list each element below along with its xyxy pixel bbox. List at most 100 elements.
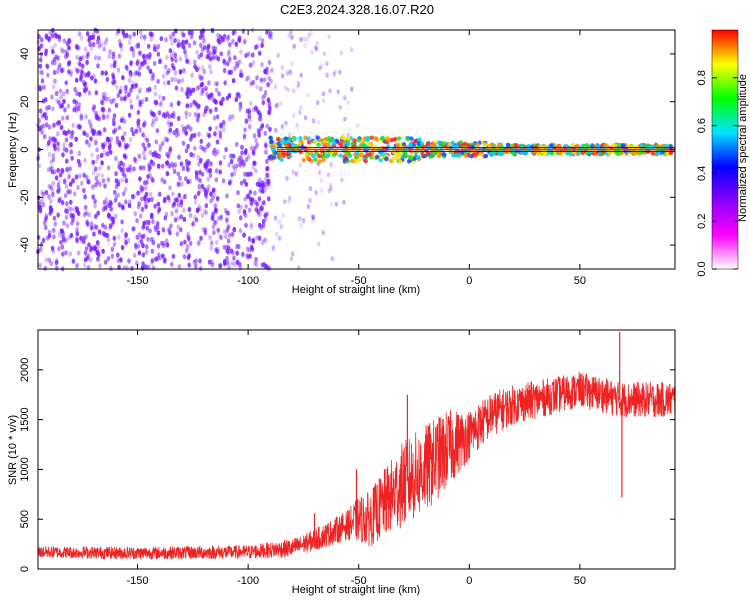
spectrogram-cell [88, 257, 93, 263]
spectrogram-cell [193, 194, 198, 200]
spectrogram-cell [47, 257, 52, 263]
spectrogram-cell [91, 159, 95, 165]
spectrogram-cell [169, 36, 173, 42]
spectrogram-cell [196, 241, 201, 247]
spectrogram-cell [228, 56, 232, 62]
spectrogram-cell [254, 256, 258, 262]
spectrogram-cell [375, 154, 380, 159]
spectrogram-cell [38, 262, 42, 268]
spectrogram-cell [342, 136, 347, 141]
spectrogram-cell [230, 114, 235, 120]
spectrogram-cell [101, 178, 106, 184]
spectrogram-cell [136, 123, 141, 129]
spectrogram-cell [133, 83, 137, 89]
spectrogram-cell [40, 129, 44, 135]
snr-panel: -150 -100 -50 0 50 0 500 1000 1500 2000 Height o… [7, 329, 676, 596]
spectrogram-cell [183, 193, 187, 200]
spectrogram-cell [51, 191, 55, 198]
spectrogram-cell [318, 137, 323, 143]
spectrogram-cell [343, 116, 347, 122]
spectrogram-cell [315, 40, 320, 46]
spectrogram-cell [177, 100, 181, 106]
spectrogram-cell [215, 239, 219, 246]
spectrogram-cell [263, 216, 268, 222]
spectrogram-cell [83, 257, 88, 263]
spectrogram-cell [184, 130, 188, 136]
spectrogram-cell [269, 30, 273, 36]
spectrogram-cell [119, 96, 124, 102]
spectrogram-cell [668, 144, 673, 149]
spectrogram-cell [241, 251, 245, 257]
spectrogram-cell [483, 153, 488, 159]
spectrogram-cell [93, 55, 98, 61]
spectrogram-cell [119, 257, 123, 263]
spectrogram-cell [104, 70, 108, 76]
spectrogram-cell [242, 178, 247, 184]
spectrogram-cell [122, 96, 127, 102]
spectrogram-cell [291, 169, 295, 175]
spectrogram-cell [75, 231, 80, 237]
spectrogram-cell [95, 240, 100, 246]
spectrogram-cell [324, 153, 330, 159]
spectrogram-cell [342, 199, 346, 205]
spectrogram-cell [157, 252, 161, 258]
spectrogram-cell [463, 153, 469, 158]
spectrogram-cell [117, 125, 122, 131]
spectrogram-cell [69, 69, 74, 75]
spectrogram-cell [249, 201, 254, 207]
spectrogram-cell [279, 224, 284, 230]
spectrogram-cell [320, 142, 324, 148]
spectrogram-cell [184, 248, 189, 254]
spectrogram-cell [409, 136, 414, 141]
spectrogram-cell [233, 167, 237, 173]
spectrogram-cell [111, 51, 116, 57]
spectrogram-cell [50, 33, 55, 39]
spectrogram-cell [214, 99, 218, 105]
spectrogram-cell [215, 249, 220, 255]
spectrogram-cell [42, 134, 47, 140]
spectrogram-cell [168, 149, 172, 155]
spectrogram-cell [117, 38, 122, 45]
spectrogram-cell [147, 197, 151, 203]
spectrogram-cell [475, 151, 480, 156]
snr-y-tick-label: 2000 [19, 358, 31, 382]
spectrogram-cell [295, 122, 299, 128]
spectrogram-cell [262, 93, 267, 99]
spectrogram-cell [136, 190, 140, 196]
spectrogram-cell [44, 224, 48, 231]
spectrogram-cell [74, 77, 79, 83]
spectrogram-cell [291, 112, 296, 119]
spectrogram-cell [273, 215, 278, 221]
spectrogram-cell [198, 34, 203, 40]
spectrogram-cell [218, 39, 222, 45]
spectrogram-cell [327, 188, 331, 194]
spectrogram-cell [138, 29, 143, 35]
spectrogram-cell [53, 42, 57, 48]
spectrogram-cell [344, 152, 349, 157]
spectrogram-cell [80, 69, 84, 75]
spectrogram-cell [106, 137, 110, 143]
spectrogram-cell [311, 213, 315, 220]
spectrogram-cell [299, 37, 303, 43]
spectrogram-cell [255, 75, 259, 81]
spectrogram-cell [143, 146, 147, 152]
spectrogram-cell [149, 31, 154, 38]
spectrogram-cell [225, 228, 229, 234]
spectrogram-cell [97, 229, 102, 235]
spectrogram-cell [241, 28, 246, 34]
spectrogram-cell [249, 171, 253, 177]
spectrogram-cell [255, 181, 260, 187]
spectrogram-cell [150, 248, 155, 254]
spectrogram-cell [188, 178, 193, 184]
spectrogram-cell [226, 51, 231, 57]
spectrogram-cell [77, 102, 81, 108]
spectrogram-cell [38, 57, 43, 63]
spectrogram-cell [94, 140, 98, 146]
spectrogram-cell [222, 259, 227, 265]
spectrogram-cell [77, 31, 82, 37]
spectrogram-cell [182, 254, 187, 260]
spectrogram-cell [149, 109, 153, 115]
spectrogram-cell [197, 161, 201, 167]
spectrogram-cell [65, 167, 69, 173]
spectrogram-cell [121, 171, 126, 177]
